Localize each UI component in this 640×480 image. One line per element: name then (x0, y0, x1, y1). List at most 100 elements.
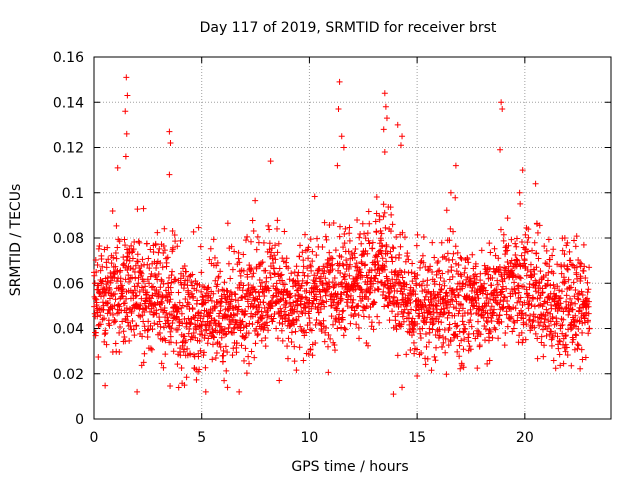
data-point (164, 280, 171, 287)
data-point (543, 332, 550, 339)
data-point (356, 234, 363, 241)
data-point (140, 359, 147, 366)
data-point (517, 200, 524, 207)
data-point (186, 273, 193, 280)
data-point (183, 374, 190, 381)
data-point (171, 232, 178, 239)
data-point (467, 275, 474, 282)
data-point (388, 211, 395, 218)
data-point (223, 287, 230, 294)
data-point (190, 293, 197, 300)
data-point (329, 266, 336, 273)
data-point (309, 248, 316, 255)
data-point (139, 306, 146, 313)
data-point (111, 290, 118, 297)
data-point (169, 319, 176, 326)
data-point (99, 278, 106, 285)
data-point (563, 298, 570, 305)
data-point (470, 330, 477, 337)
data-point (131, 268, 138, 275)
data-point (336, 78, 343, 85)
data-point (560, 274, 567, 281)
data-point (382, 281, 389, 288)
data-point (455, 291, 462, 298)
data-point (430, 288, 437, 295)
data-point (303, 287, 310, 294)
data-point (374, 278, 381, 285)
data-point (328, 255, 335, 262)
data-point (581, 263, 588, 270)
data-point (545, 269, 552, 276)
data-point (422, 263, 429, 270)
data-point (380, 213, 387, 220)
data-point (267, 263, 274, 270)
data-point (297, 301, 304, 308)
data-point (454, 322, 461, 329)
data-point (426, 308, 433, 315)
data-point (351, 250, 358, 257)
data-point (444, 304, 451, 311)
data-point (474, 291, 481, 298)
data-point (130, 246, 137, 253)
data-point (506, 305, 513, 312)
data-point (320, 263, 327, 270)
data-point (562, 278, 569, 285)
data-point (555, 345, 562, 352)
data-point (573, 233, 580, 240)
data-point (503, 311, 510, 318)
data-point (305, 350, 312, 357)
data-point (390, 391, 397, 398)
data-point (214, 259, 221, 266)
data-point (442, 335, 449, 342)
data-point (473, 273, 480, 280)
data-point (103, 341, 110, 348)
data-point (97, 267, 104, 274)
data-point (262, 335, 269, 342)
data-point (159, 264, 166, 271)
data-point (488, 318, 495, 325)
data-point (495, 335, 502, 342)
data-point (236, 284, 243, 291)
data-point (218, 298, 225, 305)
data-point (564, 351, 571, 358)
data-point (340, 332, 347, 339)
data-point (157, 284, 164, 291)
data-point (275, 240, 282, 247)
data-point (450, 250, 457, 257)
data-point (158, 298, 165, 305)
data-point (148, 305, 155, 312)
data-point (434, 268, 441, 275)
data-point (251, 298, 258, 305)
data-point (562, 348, 569, 355)
data-point (242, 308, 249, 315)
data-point (408, 332, 415, 339)
data-point (341, 325, 348, 332)
data-point (122, 276, 129, 283)
data-point (177, 352, 184, 359)
data-point (382, 224, 389, 231)
data-point (514, 317, 521, 324)
data-point (127, 265, 134, 272)
data-point (406, 296, 413, 303)
data-point (475, 295, 482, 302)
data-point (541, 342, 548, 349)
data-point (472, 260, 479, 267)
data-point (144, 327, 151, 334)
data-point (450, 289, 457, 296)
data-point (245, 330, 252, 337)
data-point (222, 343, 229, 350)
data-point (250, 228, 257, 235)
data-point (323, 324, 330, 331)
data-point (112, 318, 119, 325)
data-point (544, 299, 551, 306)
data-point (102, 329, 109, 336)
data-point (167, 139, 174, 146)
data-point (242, 237, 249, 244)
data-point (172, 238, 179, 245)
data-point (274, 335, 281, 342)
data-point (376, 270, 383, 277)
data-point (341, 231, 348, 238)
data-point (304, 265, 311, 272)
data-point (377, 227, 384, 234)
data-point (259, 315, 266, 322)
